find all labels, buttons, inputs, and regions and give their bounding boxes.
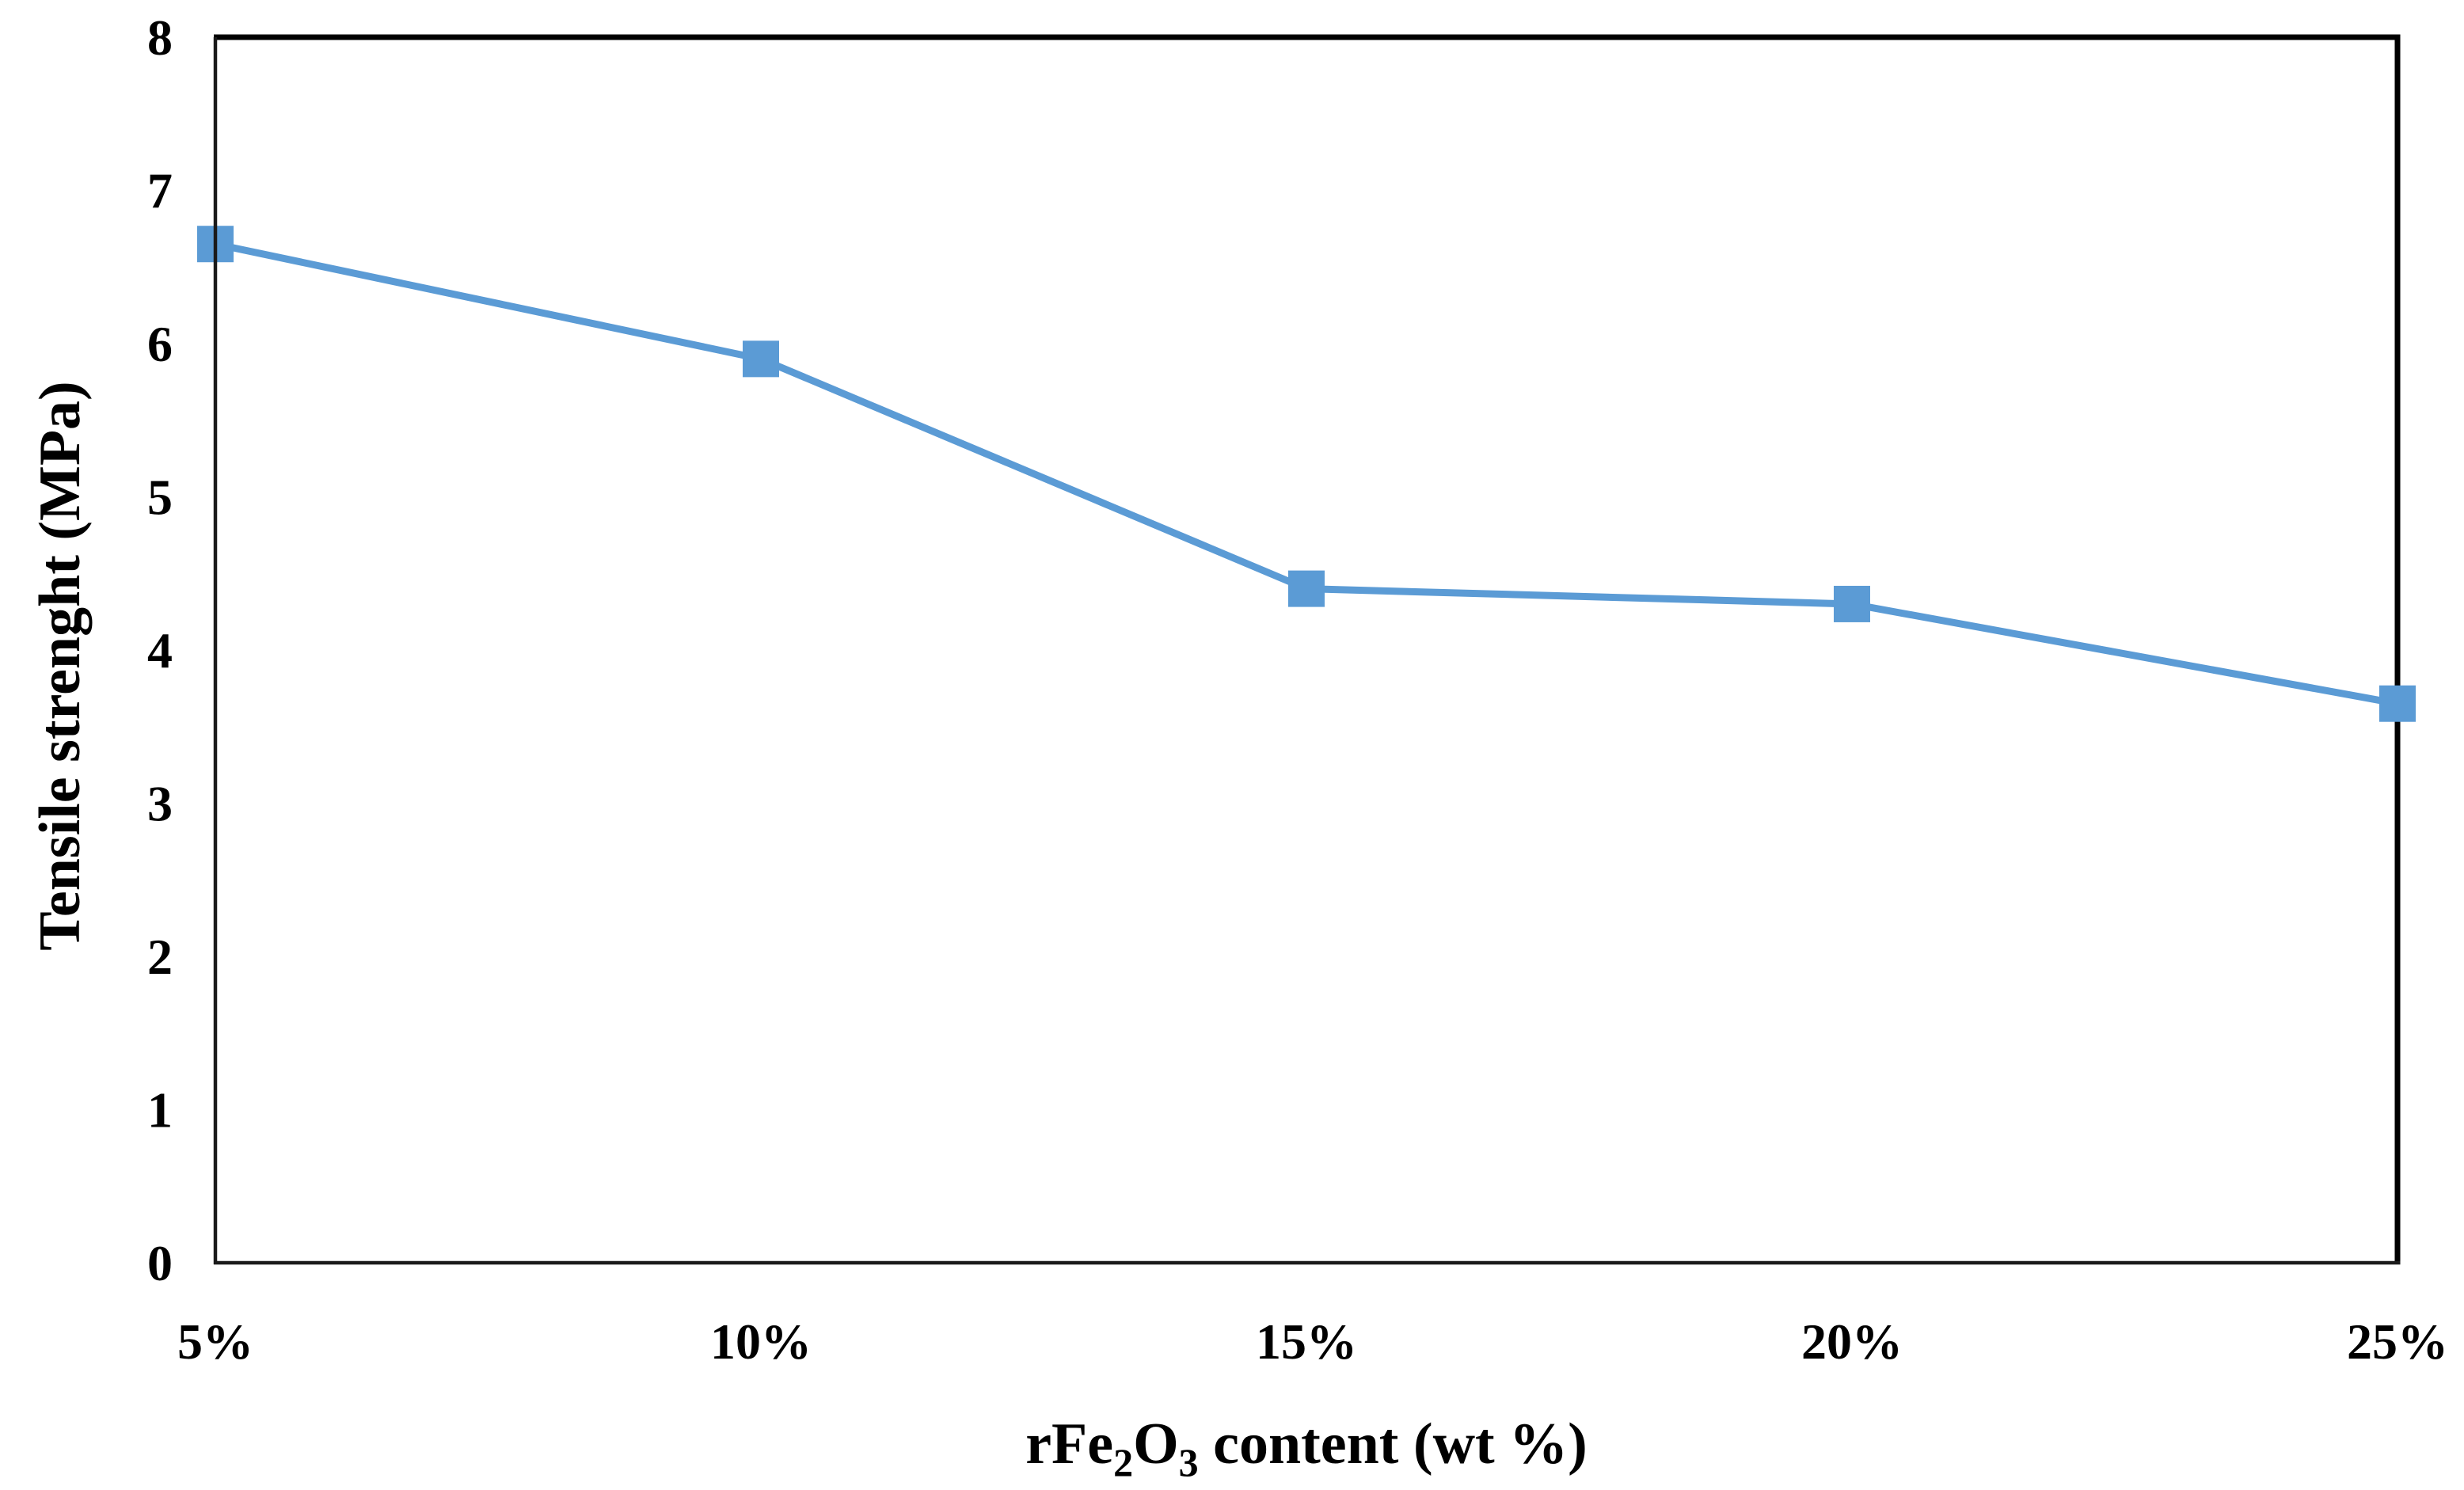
y-tick-label: 6 — [147, 316, 173, 372]
y-axis-title: Tensile strenght (MPa) — [28, 381, 93, 950]
data-point-marker — [2379, 685, 2416, 722]
x-axis-title: rFe2O3 content (wt %) — [1025, 1412, 1588, 1484]
data-point-marker — [1834, 585, 1870, 622]
y-tick-label: 4 — [147, 622, 173, 678]
y-tick-label: 5 — [147, 469, 173, 526]
y-tick-label: 3 — [147, 776, 173, 832]
data-point-marker — [743, 340, 779, 378]
x-tick-label: 10% — [710, 1313, 812, 1370]
x-tick-label: 20% — [1801, 1313, 1903, 1370]
x-tick-label: 5% — [177, 1313, 253, 1370]
y-tick-label: 2 — [147, 929, 173, 985]
x-tick-label: 15% — [1256, 1313, 1357, 1370]
y-tick-label: 1 — [147, 1082, 173, 1138]
y-tick-label: 0 — [147, 1235, 173, 1291]
y-tick-label: 8 — [147, 10, 173, 66]
y-tick-label: 7 — [147, 163, 173, 219]
data-point-marker — [1288, 570, 1325, 607]
x-tick-label: 25% — [2347, 1313, 2448, 1370]
series-line — [215, 240, 2398, 708]
